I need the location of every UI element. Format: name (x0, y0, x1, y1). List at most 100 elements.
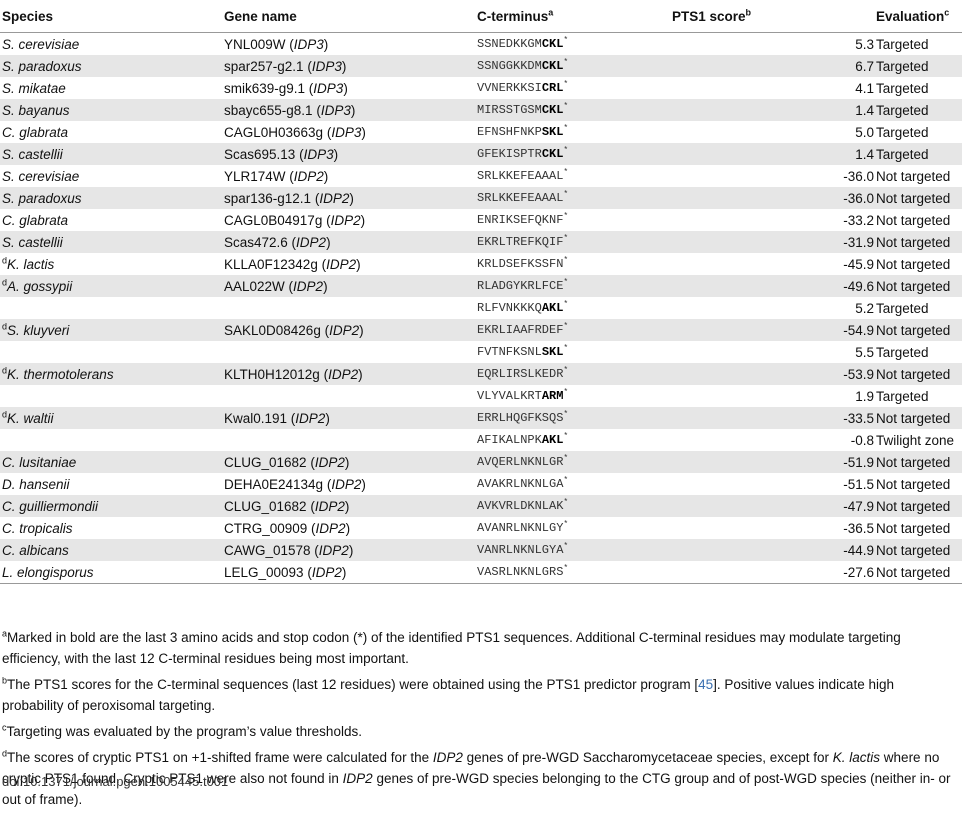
cell-evaluation: Not targeted (876, 520, 951, 536)
cell-evaluation: Not targeted (874, 407, 962, 429)
cell-score: -33.2 (843, 212, 874, 228)
cell-score: -31.9 (670, 231, 874, 253)
col-header-cterminus: C-terminusa (475, 0, 670, 33)
cell-species (0, 341, 222, 363)
gene-id: CTRG_00909 (224, 520, 308, 536)
cell-cterminus: RLADGYKRLFCE* (475, 275, 670, 297)
table-row: S. paradoxus spar257-g2.1 (IDP3) SSNGGKKDM… (0, 55, 962, 77)
cell-cterminus: EKRLIAAFRDEF* (475, 319, 670, 341)
cell-score: -47.9 (670, 495, 874, 517)
sequence-prefix: GFEKISPTR (477, 147, 542, 161)
gene-symbol: IDP2 (328, 366, 359, 382)
cell-cterminus: SRLKKEFEAAAL* (475, 187, 670, 209)
gene-id: smik639-g9.1 (224, 80, 306, 96)
cell-gene: CAGL0H03663g (IDP3) (224, 124, 366, 140)
table-row: D. hansenii DEHA0E24134g (IDP2) AVAKRLNKNL… (0, 473, 962, 495)
species-name: K. waltii (7, 410, 54, 426)
cell-cterminus: EQRLIRSLKEDR* (475, 363, 670, 385)
stop-codon-mark: * (563, 520, 569, 529)
gene-symbol: IDP2 (319, 190, 350, 206)
gene-id: CAGL0H03663g (224, 124, 324, 140)
stop-codon-mark: * (563, 344, 569, 353)
sequence-prefix: MIRSSTGSM (477, 103, 542, 117)
sequence-prefix: VASRLNKNLGRS (477, 565, 564, 579)
col-header-evaluation: Evaluationc (874, 0, 962, 33)
reference-link[interactable]: 45 (698, 677, 714, 692)
stop-codon-mark: * (563, 476, 569, 485)
cell-score: 1.4 (670, 99, 874, 121)
species-name: C. lusitaniae (2, 454, 77, 470)
gene-id: LELG_00093 (224, 564, 304, 580)
gene-symbol: IDP3 (311, 58, 342, 74)
cell-evaluation: Not targeted (874, 561, 962, 584)
cell-evaluation: Not targeted (874, 495, 962, 517)
cell-evaluation: Not targeted (876, 168, 951, 184)
cell-species: C. glabrata (0, 209, 222, 231)
table-row: AFIKALNPKAKL* -0.8 Twilight zone (0, 429, 962, 451)
gene-id: YLR174W (224, 168, 286, 184)
gene-id: SAKL0D08426g (224, 322, 321, 338)
cell-evaluation: Targeted (876, 124, 929, 140)
cell-cterminus: SSNEDKKGMCKL* (475, 33, 670, 56)
cell-species: dK. waltii (0, 407, 222, 429)
sequence-prefix: EKRLIAAFRDEF (477, 323, 564, 337)
gene-symbol: IDP2 (315, 520, 346, 536)
cell-species: S. castellii (0, 143, 222, 165)
table-row: C. albicans CAWG_01578 (IDP2) VANRLNKNLGYA… (0, 539, 962, 561)
cell-species: S. paradoxus (0, 187, 222, 209)
species-name: K. lactis (7, 256, 55, 272)
cell-cterminus: VVNERKKSICRL* (475, 77, 670, 99)
sequence-prefix: AVAKRLNKNLGA (477, 477, 564, 491)
cell-species: C. glabrata (0, 121, 222, 143)
data-table: Species Gene name C-terminusa PTS1 score… (0, 0, 962, 584)
footnote-d-mark: d (2, 409, 8, 419)
table-row: FVTNFKSNLSKL* 5.5 Targeted (0, 341, 962, 363)
table-row: S. cerevisiae YNL009W (IDP3) SSNEDKKGMCKL*… (0, 33, 962, 56)
cell-cterminus: AVQERLNKNLGR* (475, 451, 670, 473)
table-row: S. castellii Scas472.6 (IDP2) EKRLTREFKQIF… (0, 231, 962, 253)
species-name: S. kluyveri (7, 322, 70, 338)
species-name: C. guilliermondii (2, 498, 99, 514)
stop-codon-mark: * (563, 454, 569, 463)
cell-species: D. hansenii (0, 473, 222, 495)
cell-gene: sbayc655-g8.1 (IDP3) (222, 99, 475, 121)
cell-score: -36.0 (843, 168, 874, 184)
cell-score: -51.5 (843, 476, 874, 492)
table-row: S. paradoxus spar136-g12.1 (IDP2) SRLKKEFE… (0, 187, 962, 209)
cell-species: S. mikatae (0, 77, 222, 99)
table-row: C. lusitaniae CLUG_01682 (IDP2) AVQERLNKNL… (0, 451, 962, 473)
cell-score: -0.8 (850, 432, 874, 448)
table-row: dA. gossypii AAL022W (IDP2) RLADGYKRLFCE* -… (0, 275, 962, 297)
header-row: Species Gene name C-terminusa PTS1 score… (0, 0, 962, 33)
cell-score: -44.9 (670, 539, 874, 561)
cell-gene: CAGL0B04917g (IDP2) (224, 212, 366, 228)
species-name: C. glabrata (2, 212, 69, 228)
gene-symbol: IDP3 (313, 80, 344, 96)
table-row: C. glabrata CAGL0B04917g (IDP2) ENRIKSEFQK… (0, 209, 962, 231)
stop-codon-mark: * (563, 58, 569, 67)
footnote-d-mark: d (2, 277, 8, 287)
species-name: S. castellii (2, 146, 63, 162)
cell-evaluation: Targeted (876, 388, 929, 404)
table-row: C. glabrata CAGL0H03663g (IDP3) EFNSHFNKPS… (0, 121, 962, 143)
gene-id: DEHA0E24134g (224, 476, 324, 492)
table-row: S. mikatae smik639-g9.1 (IDP3) VVNERKKSICR… (0, 77, 962, 99)
table-row: VLYVALKRTARM* 1.9 Targeted (0, 385, 962, 407)
species-name: S. castellii (2, 234, 63, 250)
pts1-motif: AKL (541, 433, 564, 447)
cell-species (0, 385, 222, 407)
stop-codon-mark: * (563, 366, 569, 375)
cell-evaluation: Not targeted (874, 231, 962, 253)
cell-evaluation: Targeted (876, 36, 929, 52)
cell-cterminus: AVKVRLDKNLAK* (475, 495, 670, 517)
col-header-species: Species (0, 0, 222, 33)
stop-codon-mark: * (563, 234, 569, 243)
cell-evaluation: Not targeted (874, 363, 962, 385)
cell-score: -54.9 (670, 319, 874, 341)
gene-id: CAGL0B04917g (224, 212, 323, 228)
sequence-prefix: VVNERKKSI (477, 81, 542, 95)
cell-gene: YNL009W (IDP3) (224, 36, 329, 52)
cell-gene (222, 429, 475, 451)
cell-score: 4.1 (855, 80, 874, 96)
sequence-prefix: SSNEDKKGM (477, 37, 542, 51)
